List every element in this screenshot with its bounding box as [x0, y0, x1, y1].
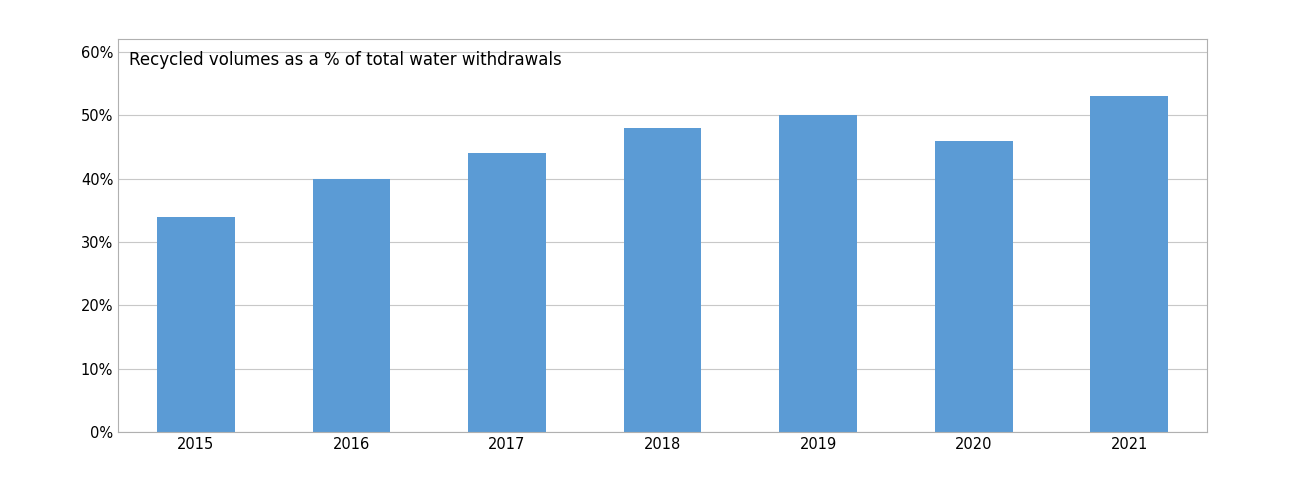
Bar [623, 128, 702, 432]
Bar [468, 153, 546, 432]
Bar [779, 115, 857, 432]
Bar [312, 179, 391, 432]
Text: Recycled volumes as a % of total water withdrawals: Recycled volumes as a % of total water w… [129, 51, 562, 69]
Bar [934, 140, 1013, 432]
Bar [1090, 96, 1168, 432]
Bar [157, 217, 235, 432]
